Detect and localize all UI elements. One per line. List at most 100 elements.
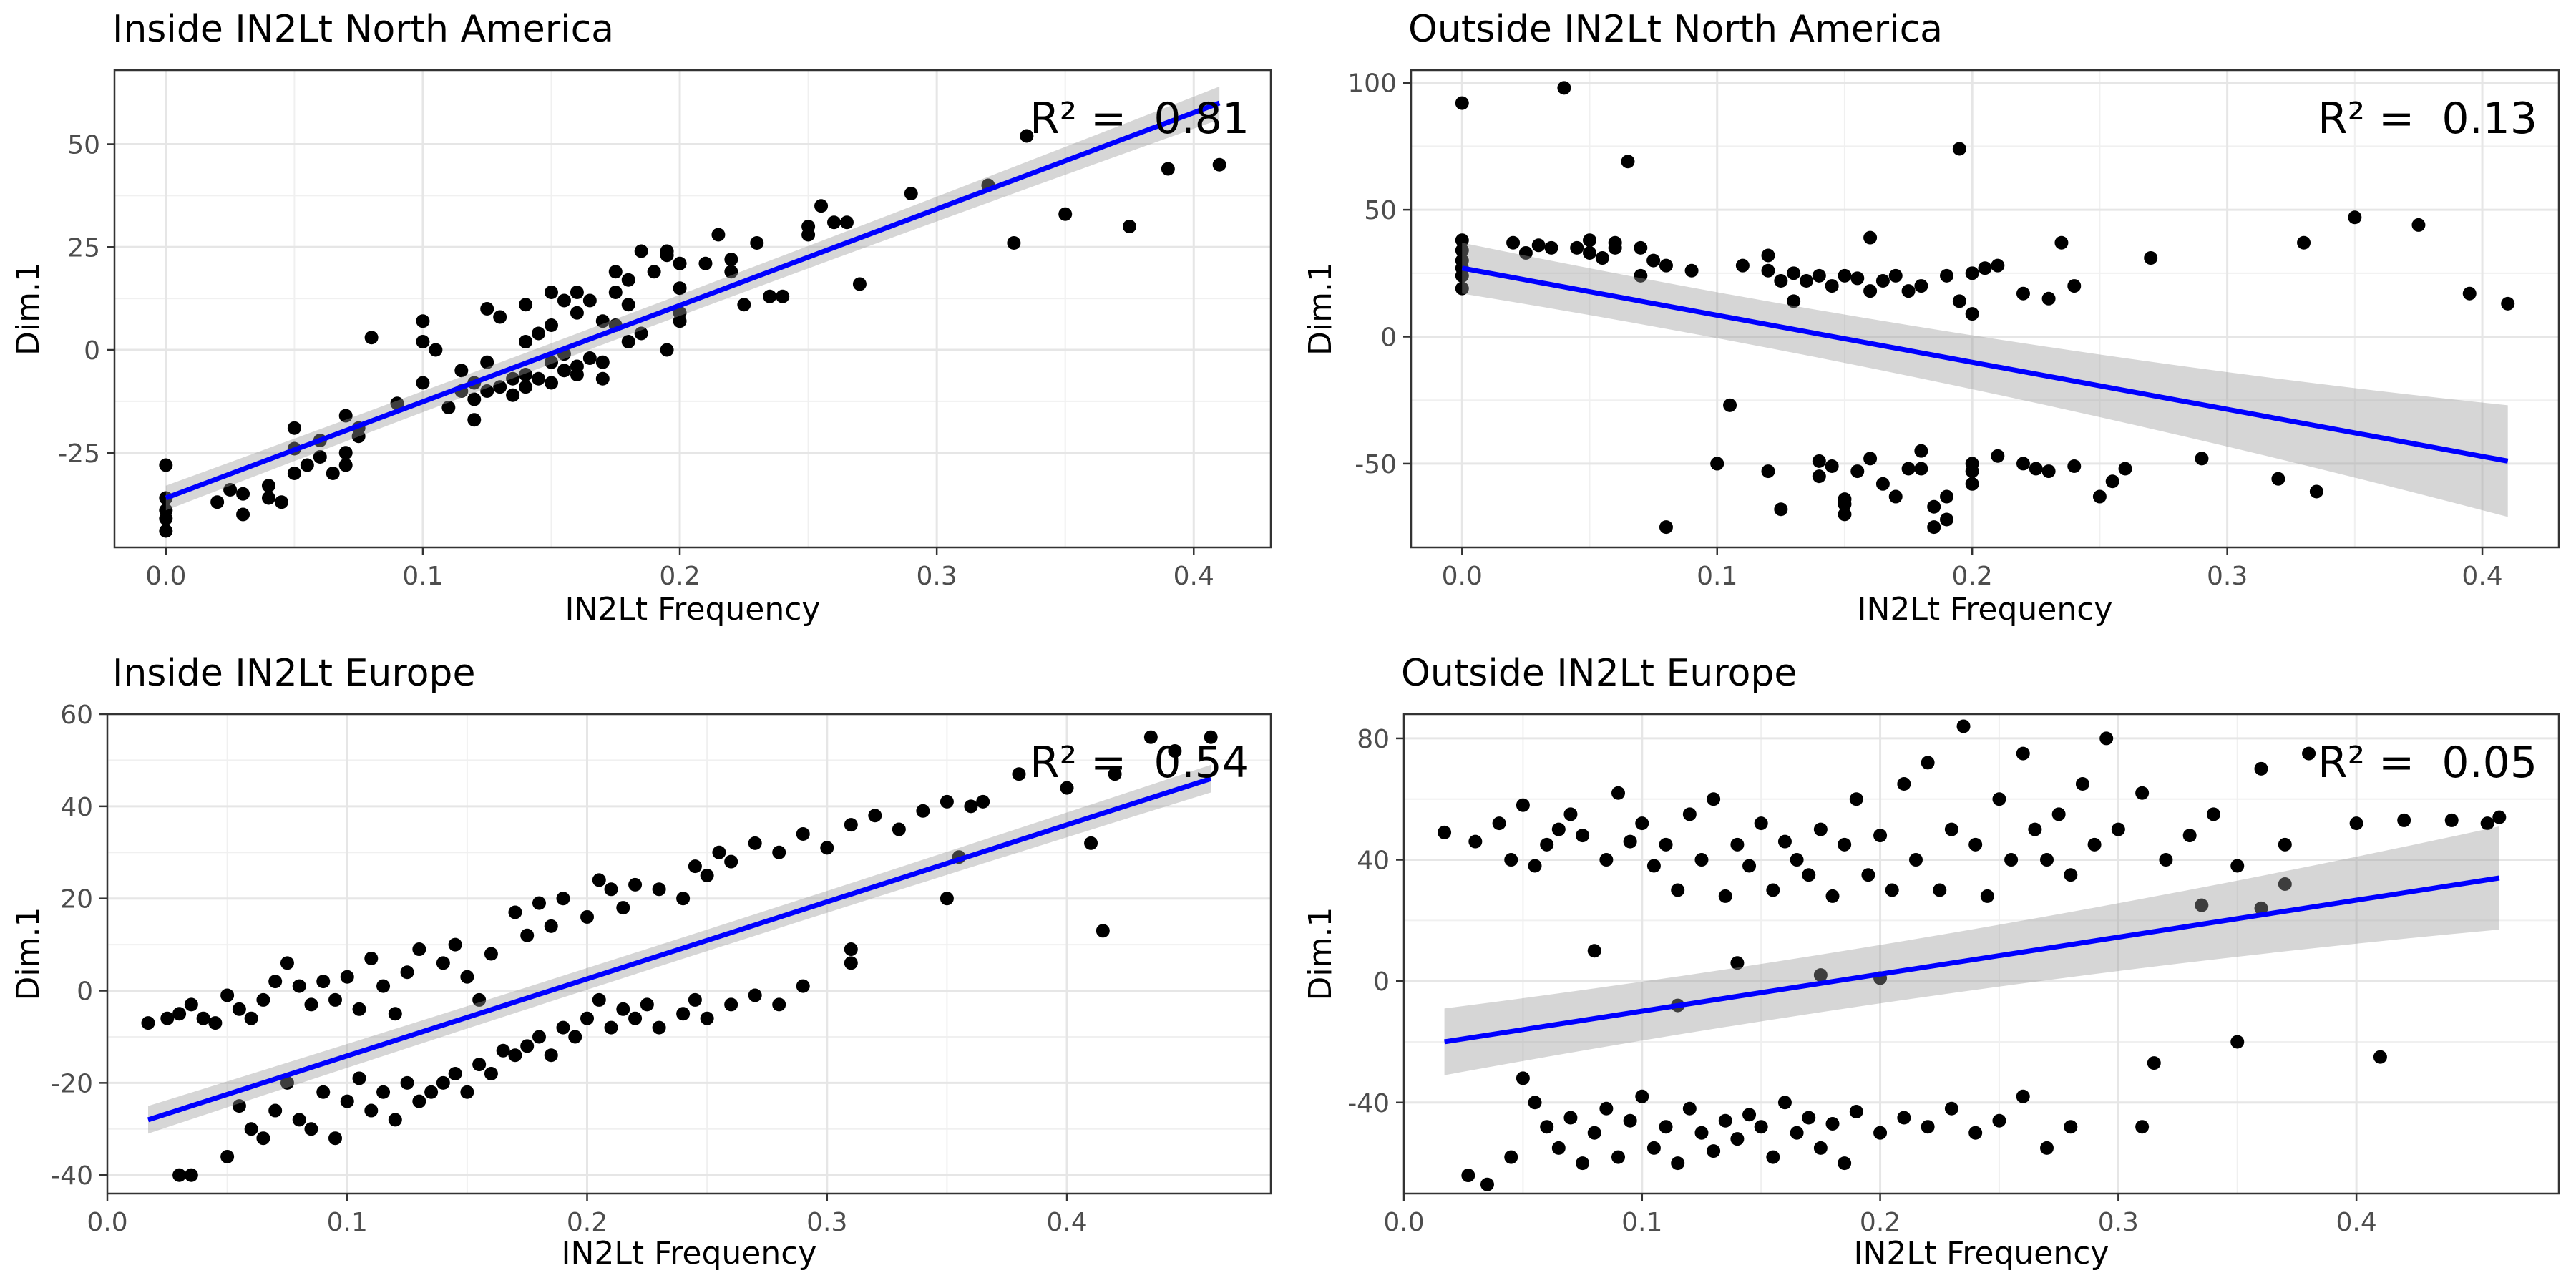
x-tick-label: 0.4	[2462, 562, 2502, 591]
data-point	[711, 228, 726, 242]
data-point	[532, 371, 546, 386]
data-point	[172, 1007, 187, 1021]
data-point	[436, 1075, 450, 1090]
x-tick-label: 0.4	[2336, 1208, 2377, 1237]
data-point	[1901, 462, 1916, 476]
data-point	[454, 364, 469, 378]
data-point	[544, 1048, 558, 1063]
data-point	[1774, 273, 1788, 288]
r-squared-annotation: R² = 0.13	[2318, 94, 2537, 144]
y-tick-label: 0	[84, 336, 100, 366]
data-point	[340, 1094, 354, 1108]
data-point	[1718, 1113, 1732, 1128]
data-point	[1885, 883, 1899, 897]
data-point	[1991, 258, 2005, 273]
data-point	[1583, 233, 1597, 248]
data-point	[1694, 1126, 1709, 1140]
data-point	[868, 809, 882, 823]
x-axis-label: IN2Lt Frequency	[562, 1235, 817, 1272]
data-point	[520, 1039, 535, 1053]
data-point	[1914, 279, 1928, 293]
data-point	[2159, 853, 2173, 867]
data-point	[1730, 956, 1745, 970]
data-point	[338, 446, 353, 460]
data-point	[340, 970, 354, 984]
data-point	[338, 409, 353, 423]
chart-title: Inside IN2Lt Europe	[112, 652, 475, 695]
data-point	[304, 997, 318, 1012]
data-point	[621, 335, 635, 348]
x-tick-label: 0.3	[2098, 1208, 2139, 1237]
data-point	[338, 458, 353, 472]
y-tick-label: 0	[77, 977, 93, 1007]
axes: 0.0 0.1 0.2 0.3 0.4 -25 0 25 50	[58, 131, 1214, 592]
data-point	[2206, 807, 2220, 821]
data-point	[1659, 1120, 1673, 1134]
y-tick-label: 0	[1380, 323, 1397, 353]
plot-area	[1411, 70, 2559, 547]
data-point	[1777, 1096, 1792, 1110]
data-point	[1671, 883, 1685, 897]
data-point	[964, 799, 978, 814]
panel-border	[113, 69, 1272, 549]
data-point	[1838, 268, 1852, 283]
data-point	[1944, 822, 1958, 836]
data-point	[616, 1002, 630, 1016]
data-point	[208, 1016, 223, 1030]
data-point	[748, 988, 762, 1002]
data-point	[1992, 1113, 2006, 1128]
data-point	[388, 1113, 402, 1127]
data-point	[1825, 889, 1840, 903]
y-tick-label: 40	[1357, 847, 1390, 876]
data-point	[2135, 1120, 2150, 1134]
data-point	[580, 909, 595, 924]
data-point	[1012, 767, 1026, 781]
chart-title: Inside IN2Lt North America	[112, 8, 614, 51]
data-point	[223, 483, 238, 497]
data-point	[1587, 944, 1601, 958]
data-point	[352, 1071, 366, 1085]
data-point	[1635, 1089, 1649, 1103]
data-point	[480, 384, 494, 398]
data-point	[390, 396, 404, 411]
data-point	[1635, 816, 1649, 831]
data-point	[2480, 816, 2494, 831]
panel-outside-europe: 0.0 0.1 0.2 0.3 0.4 -40 0 40 80 Outside IN2Lt Eur…	[1302, 652, 2560, 1272]
data-point	[232, 1099, 246, 1113]
data-point	[2041, 291, 2056, 306]
data-point	[460, 1085, 474, 1099]
data-point	[580, 1011, 595, 1025]
x-axis-label: IN2Lt Frequency	[1854, 1235, 2109, 1272]
data-point	[1583, 245, 1597, 260]
data-point	[1940, 268, 1954, 283]
gridlines	[106, 713, 1271, 1194]
data-point	[570, 286, 584, 299]
data-point	[1766, 883, 1780, 897]
y-tick-label: 0	[1373, 967, 1390, 997]
data-point	[2040, 853, 2054, 867]
data-point	[2278, 837, 2292, 852]
data-point	[1707, 1144, 1721, 1158]
data-point	[1861, 868, 1875, 882]
data-point	[1901, 284, 1916, 298]
data-point	[568, 1030, 582, 1044]
data-point	[493, 310, 507, 324]
points	[1455, 81, 2515, 535]
data-point	[2111, 822, 2125, 836]
data-point	[1455, 281, 1469, 296]
data-point	[1761, 263, 1775, 278]
data-point	[1576, 829, 1590, 843]
data-point	[1799, 273, 1813, 288]
data-point	[976, 794, 990, 809]
x-tick-label: 0.3	[806, 1208, 847, 1237]
data-point	[1587, 1126, 1601, 1140]
x-tick-label: 0.2	[1860, 1208, 1901, 1237]
data-point	[676, 892, 691, 906]
data-point	[1504, 1150, 1518, 1164]
regression-line	[1444, 875, 2500, 1045]
data-point	[2067, 459, 2082, 473]
data-point	[1863, 452, 1878, 466]
data-point	[2254, 901, 2268, 915]
data-point	[673, 314, 687, 328]
data-point	[1060, 781, 1074, 795]
